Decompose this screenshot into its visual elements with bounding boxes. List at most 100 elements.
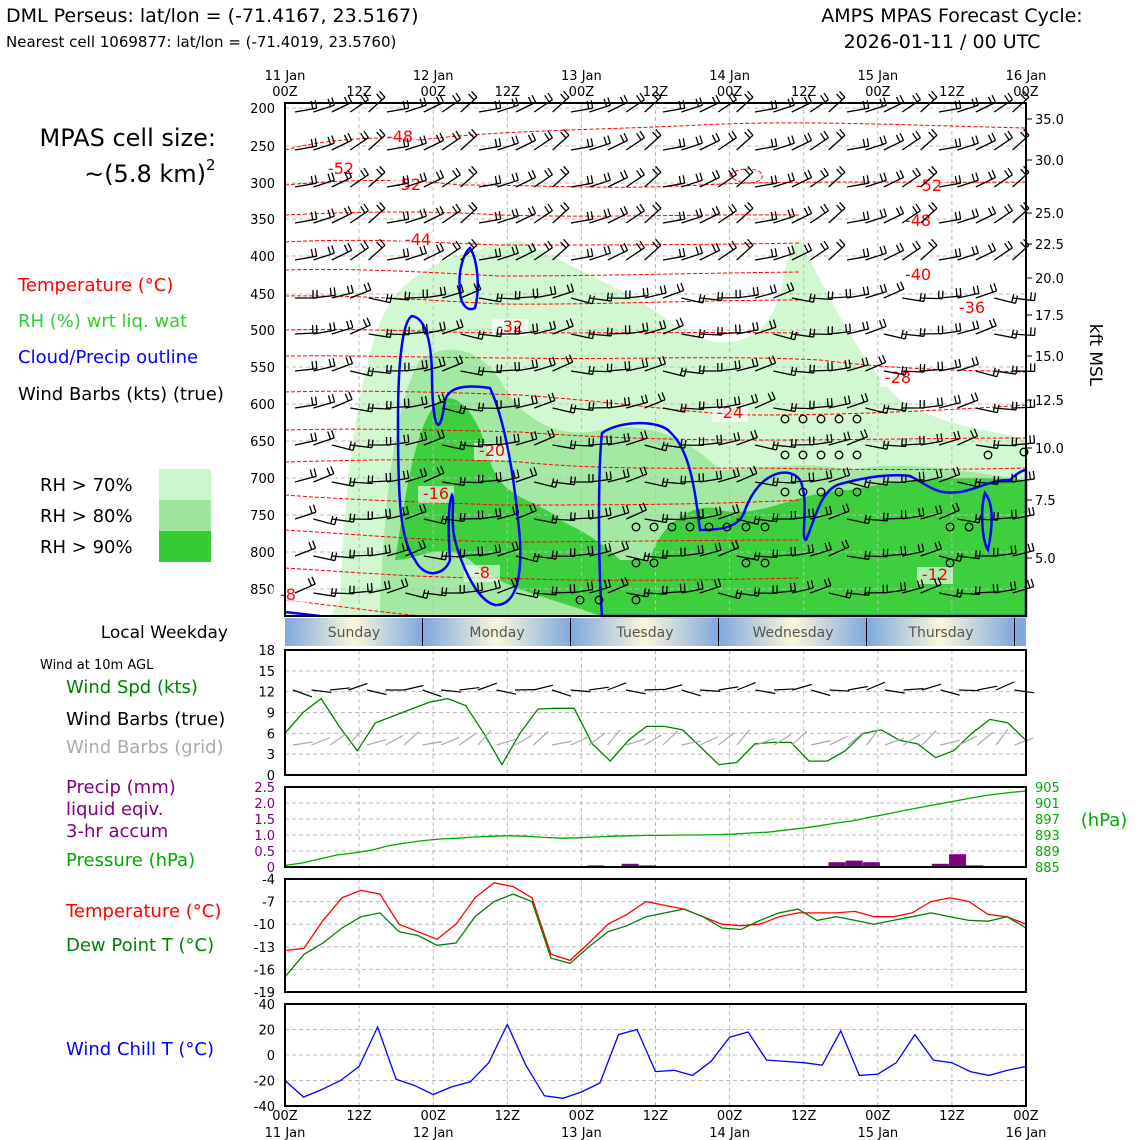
wind-barb-flag [952, 468, 957, 477]
y-tick-label: 6 [267, 727, 275, 742]
wind-barb-flag [497, 579, 501, 588]
surface-grid-barb [903, 733, 921, 746]
wind-barb-flag [882, 476, 885, 485]
wind-barb-flag [971, 246, 976, 255]
rh-legend: RH > 70% RH > 80% RH > 90% [40, 469, 211, 562]
wind-barb [828, 207, 846, 224]
bottom-date-label: 13 Jan [561, 1126, 602, 1140]
wind-barb [736, 207, 754, 224]
surface-wind-barb [977, 685, 998, 691]
wind-barb [699, 513, 722, 520]
surface-wind-barb [903, 688, 924, 691]
pressure-tick-label: 897 [1035, 813, 1060, 828]
wind-barb-flag [550, 428, 556, 437]
rh-legend-label: RH > 80% [40, 506, 133, 527]
wind-barb-flag [347, 94, 353, 103]
wind-barb-flag [347, 205, 353, 214]
wind-barb-flag [807, 242, 813, 251]
surface-wind-barb [718, 686, 739, 691]
wind-barb-flag [547, 394, 552, 403]
wind-barb-flag [728, 132, 734, 141]
wind-barb [791, 479, 814, 483]
wind-barb-flag [958, 100, 962, 109]
wind-barb-flag [494, 175, 498, 184]
wind-barb [386, 477, 409, 483]
wind-barb-flag [1033, 435, 1036, 444]
surface-grid-barb [366, 739, 387, 746]
wind-barb-flag [790, 402, 794, 411]
wind-barb [920, 440, 943, 446]
wind-barb-flag [455, 92, 461, 101]
wind-barb-flag [915, 203, 921, 212]
wind-barb-flag [343, 244, 349, 253]
surface-wind-barb [940, 689, 960, 696]
calm-wind-circle [852, 487, 862, 497]
wind-barb-flag [406, 100, 410, 109]
wind-barb-flag [347, 132, 353, 141]
wind-barb [736, 294, 759, 299]
wind-barb-flag [732, 505, 736, 514]
height-tick: 20.0 [1035, 272, 1064, 287]
wind-barb-flag [954, 211, 958, 220]
bottom-date-label: 16 Jan [1006, 1126, 1047, 1140]
height-tick: 10.0 [1035, 442, 1064, 457]
wind-barb-flag [348, 477, 352, 486]
wind-barb-flag [827, 291, 830, 300]
wind-barb-flag [419, 136, 424, 145]
legend-item: RH (%) wrt liq. wat [18, 311, 187, 332]
wind-barb-flag [535, 359, 539, 368]
wind-barb [570, 255, 593, 261]
wind-barb-flag [975, 356, 979, 365]
wind-barb-flag [753, 587, 757, 596]
wind-barb-flag [920, 579, 925, 588]
wind-barb [828, 134, 846, 151]
surface-wind-barb [477, 682, 497, 691]
wind-barb [846, 481, 869, 489]
wind-barb-flag [330, 587, 334, 596]
wind-barb-flag [830, 398, 833, 407]
wind-barb-flag [912, 205, 918, 214]
wind-barb-flag [643, 466, 648, 475]
surface-wind-barb [607, 682, 627, 691]
wind-barb-flag [655, 238, 662, 246]
wind-barb-flag [418, 505, 423, 514]
wind-barb [993, 174, 1013, 188]
wind-barb-flag [715, 242, 721, 251]
wind-barb-flag [787, 246, 792, 255]
wind-barb [570, 370, 593, 376]
weekday-label: Monday [469, 625, 524, 641]
wind-barb-flag [695, 136, 700, 145]
wind-barb-flag [626, 468, 630, 477]
wind-barb [331, 555, 354, 559]
y-tick-label: 0 [267, 861, 275, 876]
wind-barb-flag [823, 203, 829, 212]
wind-barb [994, 370, 1017, 375]
surface-wind-barb [625, 689, 646, 695]
wind-barb-flag [955, 288, 958, 297]
wind-barb-flag [536, 288, 539, 297]
wind-barb-flag [711, 171, 717, 180]
wind-barb [791, 587, 814, 594]
calm-wind-circle [685, 522, 695, 532]
wind-barb-flag [713, 579, 718, 588]
wind-barb [386, 585, 409, 594]
wind-barb [975, 176, 996, 188]
wind-barb-flag [988, 319, 994, 328]
wind-barb-flag [366, 583, 369, 592]
wind-barb [460, 333, 483, 340]
wind-barb-flag [803, 171, 809, 180]
wind-barb-flag [566, 284, 571, 293]
wind-barb-flag [940, 433, 943, 442]
wind-barb-flag [866, 100, 870, 109]
wind-barb-flag [468, 93, 475, 101]
wind-barb-flag [309, 505, 313, 514]
wind-barb [773, 554, 796, 557]
pressure-tick: 650 [250, 435, 275, 450]
wind-barb-flag [443, 286, 447, 295]
wind-barb-flag [588, 365, 591, 374]
wind-barb-flag [403, 398, 406, 407]
wind-barb-flag [555, 586, 558, 595]
wind-barb-flag [348, 513, 352, 522]
wind-barb [865, 518, 888, 522]
wind-barb-flag [720, 434, 723, 443]
